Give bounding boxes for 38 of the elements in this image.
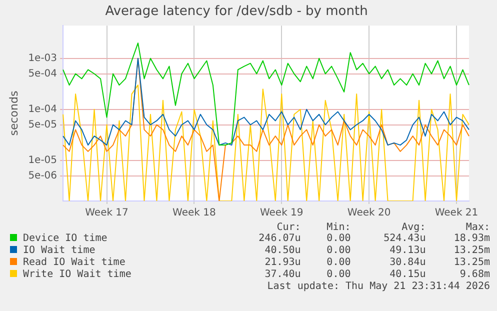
y-tick-label: 5e-05 bbox=[28, 119, 58, 130]
text: 37.40u bbox=[264, 269, 301, 281]
text: 30.84u bbox=[388, 257, 426, 269]
text: 13.25m bbox=[452, 245, 490, 257]
x-tick-label: Week 18 bbox=[172, 208, 216, 219]
text: 524.43u bbox=[382, 233, 426, 245]
text: 0.00 bbox=[326, 245, 351, 257]
text: 246.07u bbox=[258, 233, 301, 245]
x-tick-label: Week 17 bbox=[85, 208, 128, 219]
text: 49.13u bbox=[388, 245, 426, 257]
legend-label: IO Wait time bbox=[22, 245, 96, 257]
text: Last update: Thu May 21 23:31:44 2026 bbox=[266, 281, 490, 292]
text: Min: bbox=[326, 222, 351, 233]
x-tick-label: Week 19 bbox=[260, 208, 304, 219]
x-tick-label: Week 21 bbox=[434, 208, 478, 219]
legend-label: Device IO time bbox=[22, 233, 108, 245]
y-tick-label: 5e-06 bbox=[28, 170, 58, 182]
text: 9.68m bbox=[458, 269, 490, 281]
chart-title: Average latency for /dev/sdb - by month bbox=[105, 4, 368, 20]
text: 18.93m bbox=[452, 233, 490, 245]
text: Avg: bbox=[400, 222, 426, 233]
text: Max: bbox=[464, 222, 490, 233]
text: 13.25m bbox=[452, 257, 490, 269]
legend-label: Read IO Wait time bbox=[22, 257, 126, 269]
text: 0.00 bbox=[326, 269, 351, 281]
y-tick-label: 5e-04 bbox=[28, 68, 58, 80]
y-tick-label: 1e-03 bbox=[28, 53, 58, 64]
text: 21.93u bbox=[264, 257, 301, 269]
text: 40.15u bbox=[388, 269, 426, 281]
text: 40.50u bbox=[264, 245, 301, 257]
x-tick-label: Week 20 bbox=[347, 208, 391, 219]
text: 0.00 bbox=[326, 257, 351, 269]
text: 0.00 bbox=[326, 233, 351, 245]
y-axis-title: seconds bbox=[7, 90, 20, 136]
y-tick-label: 1e-04 bbox=[28, 104, 58, 116]
y-tick-label: 1e-05 bbox=[28, 155, 58, 166]
legend-label: Write IO Wait time bbox=[22, 269, 132, 281]
text: Cur: bbox=[276, 222, 301, 233]
